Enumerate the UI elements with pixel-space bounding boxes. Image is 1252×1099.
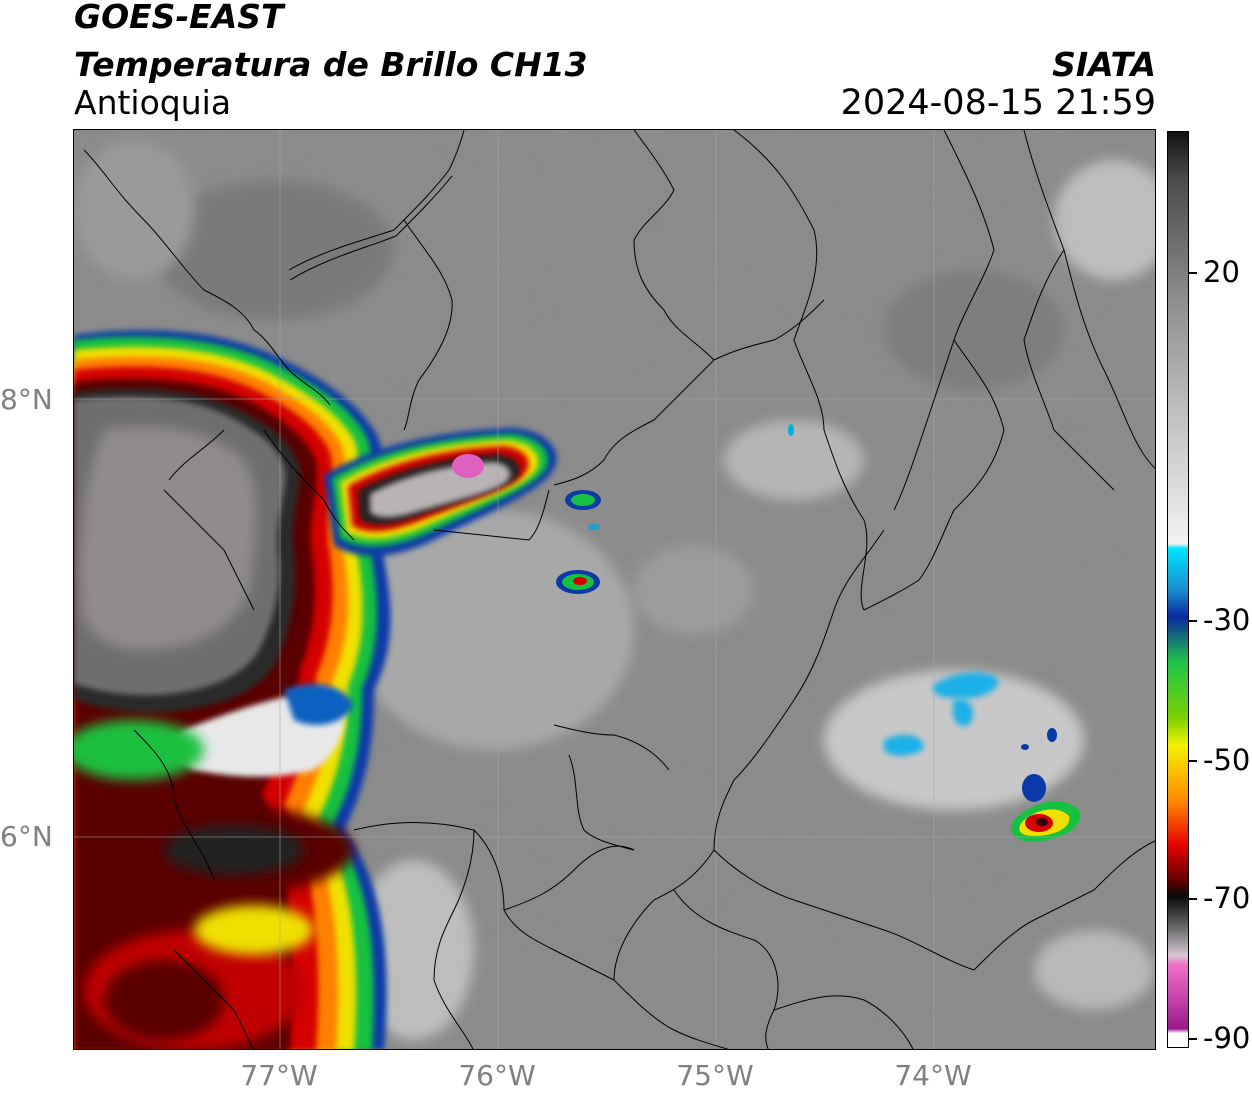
timestamp-label: 2024-08-15 21:59 — [840, 83, 1156, 123]
lon-label-75w: 75°W — [676, 1059, 754, 1092]
colorbar-label-minus70: -70 — [1203, 881, 1251, 915]
colorbar-tick — [1189, 272, 1197, 274]
lon-label-77w: 77°W — [240, 1059, 318, 1092]
colorbar-tick — [1189, 898, 1197, 900]
convective-anvil-east — [324, 428, 557, 556]
colorbar-label-minus90: -90 — [1203, 1021, 1251, 1055]
colorbar — [1167, 131, 1189, 1048]
colorbar-label-20: 20 — [1203, 255, 1240, 289]
lat-label-8n: 8°N — [0, 383, 53, 416]
colorbar-label-minus30: -30 — [1203, 603, 1251, 637]
lat-label-6n: 6°N — [0, 820, 53, 853]
organization-label: SIATA — [1052, 45, 1156, 84]
convective-system-west — [74, 330, 391, 1049]
colorbar-label-minus50: -50 — [1203, 743, 1251, 777]
satellite-map — [73, 129, 1156, 1050]
isolated-convective-cells — [556, 424, 1081, 842]
product-title: Temperatura de Brillo CH13 — [74, 45, 588, 84]
colorbar-tick — [1189, 1038, 1197, 1040]
region-label: Antioquia — [74, 83, 232, 122]
satellite-title: GOES-EAST — [74, 0, 284, 36]
graticule — [74, 130, 1155, 1049]
colorbar-tick — [1189, 620, 1197, 622]
colorbar-tick — [1189, 760, 1197, 762]
political-boundaries — [83, 130, 1155, 1049]
lon-label-76w: 76°W — [458, 1059, 536, 1092]
lon-label-74w: 74°W — [894, 1059, 972, 1092]
brightness-temperature-field — [74, 130, 1155, 1049]
